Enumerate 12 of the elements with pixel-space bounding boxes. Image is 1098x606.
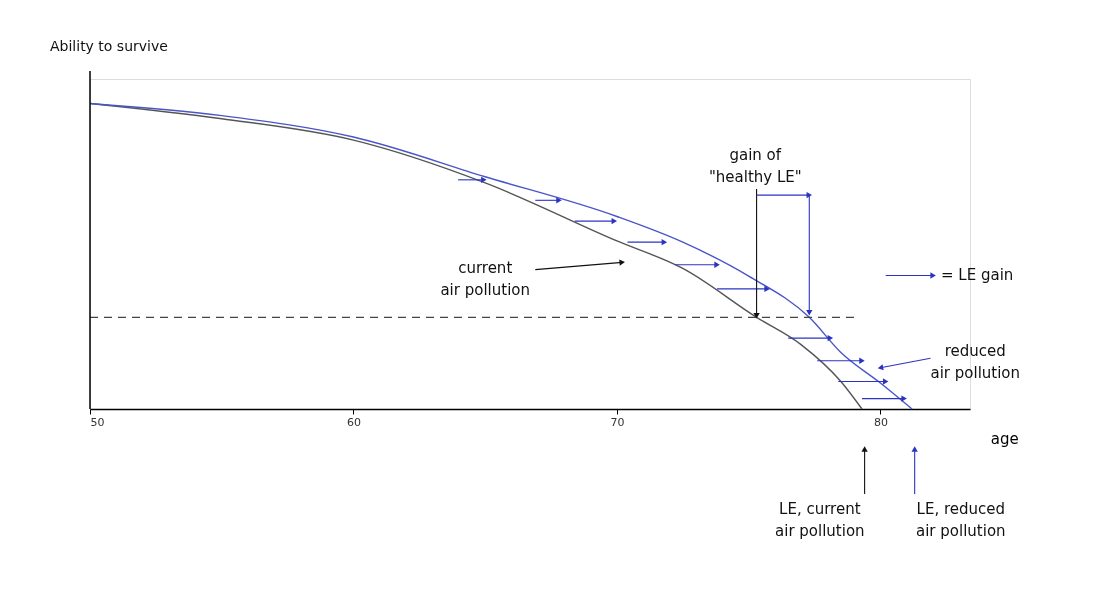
annotation: gain of "healthy LE" (708, 146, 802, 187)
text: LE, reduced air pollution (915, 500, 1006, 540)
annotation: current air pollution (440, 259, 530, 300)
x-tick-label: 60 (346, 415, 361, 429)
annotation: = LE gain (941, 266, 1014, 285)
x-tick-label: 80 (873, 415, 888, 429)
text: LE, current air pollution (775, 500, 865, 540)
x-axis-title: age (990, 429, 1019, 448)
x-tick-label: 50 (90, 415, 105, 429)
x-tick-label: 70 (610, 415, 625, 429)
annotation: reduced air pollution (930, 341, 1021, 382)
y-axis-title: Ability to survive (50, 38, 168, 54)
